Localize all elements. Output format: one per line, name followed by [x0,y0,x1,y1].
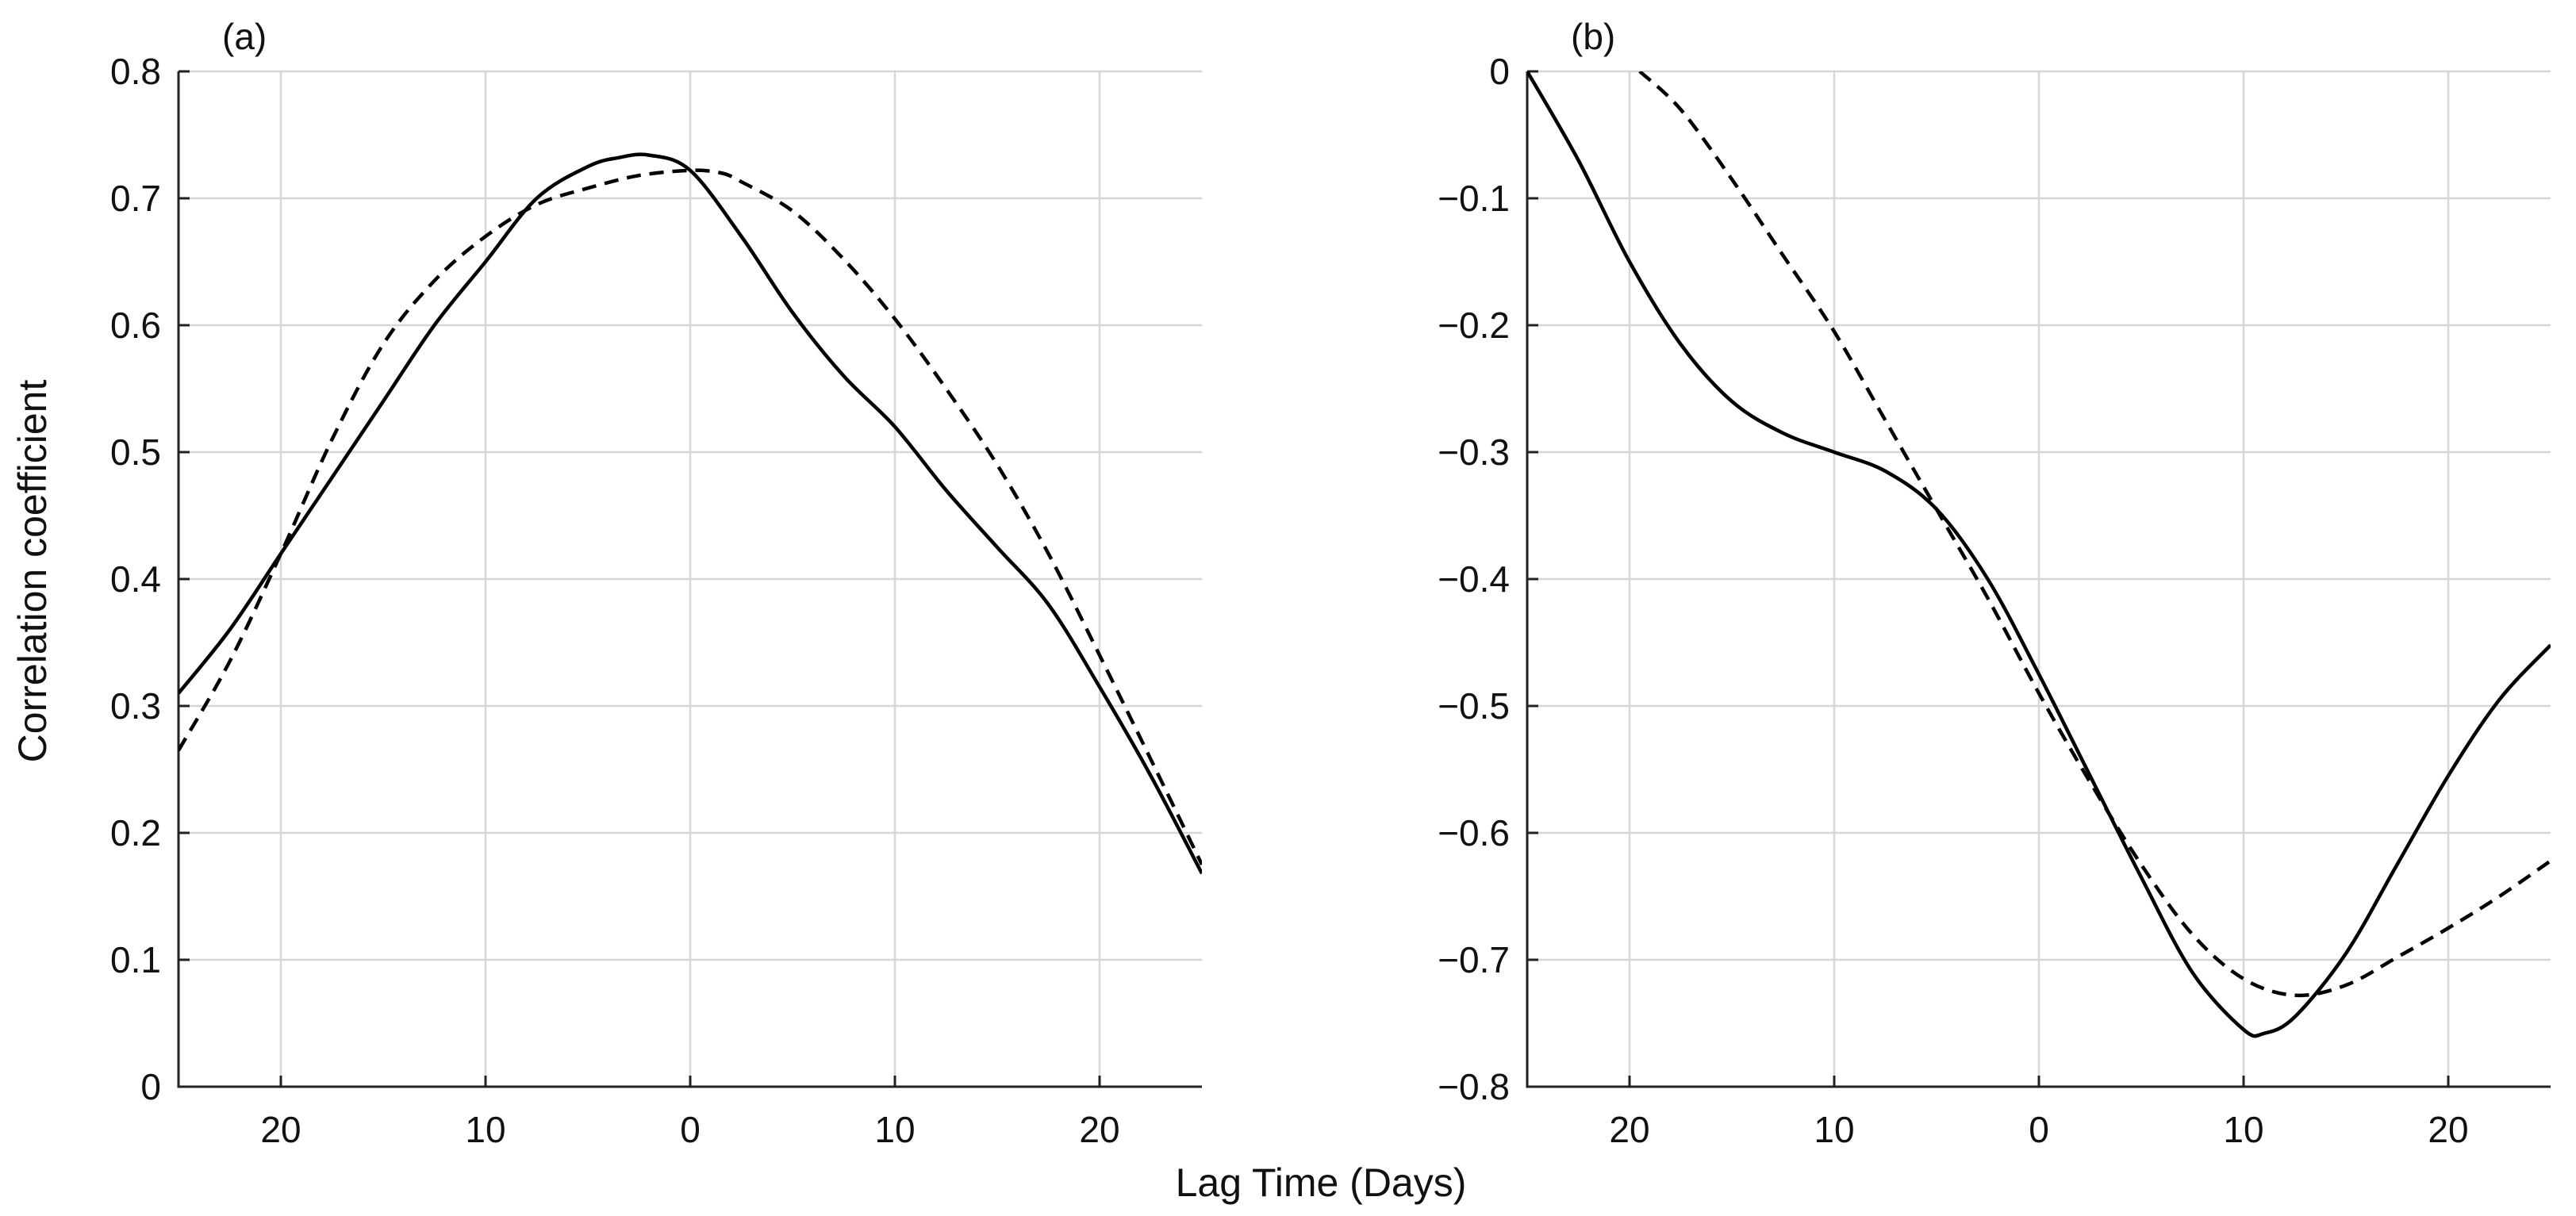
panel-label: (a) [222,16,267,57]
x-tick-label: 10 [1814,1109,1854,1150]
x-tick-label: 0 [2029,1109,2049,1150]
series-line-dashed [1638,71,2551,998]
y-tick-label: 0.5 [110,432,161,473]
y-tick-label: −0.2 [1438,305,1510,346]
x-tick-label: 20 [260,1109,301,1150]
x-tick-label: 10 [2223,1109,2263,1150]
y-tick-label: −0.5 [1438,685,1510,727]
x-tick-label: 20 [1609,1109,1649,1150]
y-tick-label: 0.7 [110,178,161,219]
y-tick-label: 0.3 [110,685,161,727]
y-tick-label: −0.6 [1438,812,1510,854]
x-tick-label: 20 [2428,1109,2468,1150]
series-line-dashed [179,168,1202,865]
x-tick-label: 20 [1079,1109,1119,1150]
y-tick-label: −0.8 [1438,1066,1510,1107]
y-tick-label: −0.7 [1438,939,1510,980]
panel-label: (b) [1571,16,1615,57]
panel-b: 20 10 0 10 20 −0.8 −0.7 −0.6 −0.5 −0.4 −0.3 −0.2 −0.… [1438,16,2551,1150]
x-axis-label: Lag Time (Days) [1176,1160,1467,1205]
x-tick-label: 10 [874,1109,915,1150]
y-tick-label: −0.1 [1438,178,1510,219]
y-tick-label: −0.3 [1438,432,1510,473]
series-line-solid [179,152,1202,875]
y-tick-label: 0 [140,1066,161,1107]
series-line-solid [1527,71,2551,1038]
y-axis-label: Correlation coefficient [10,380,55,763]
y-tick-label: −0.4 [1438,558,1510,600]
y-tick-label: 0.6 [110,305,161,346]
y-tick-label: 0.8 [110,51,161,92]
panel-a: 20 10 0 10 20 0 0.1 0.2 0.3 0.4 0.5 0.6 0.7 0.8 (a) [110,16,1202,1150]
y-tick-label: 0 [1489,51,1510,92]
x-tick-label: 0 [680,1109,701,1150]
y-tick-label: 0.4 [110,558,161,600]
x-tick-label: 10 [465,1109,505,1150]
y-tick-label: 0.2 [110,812,161,854]
y-tick-label: 0.1 [110,939,161,980]
